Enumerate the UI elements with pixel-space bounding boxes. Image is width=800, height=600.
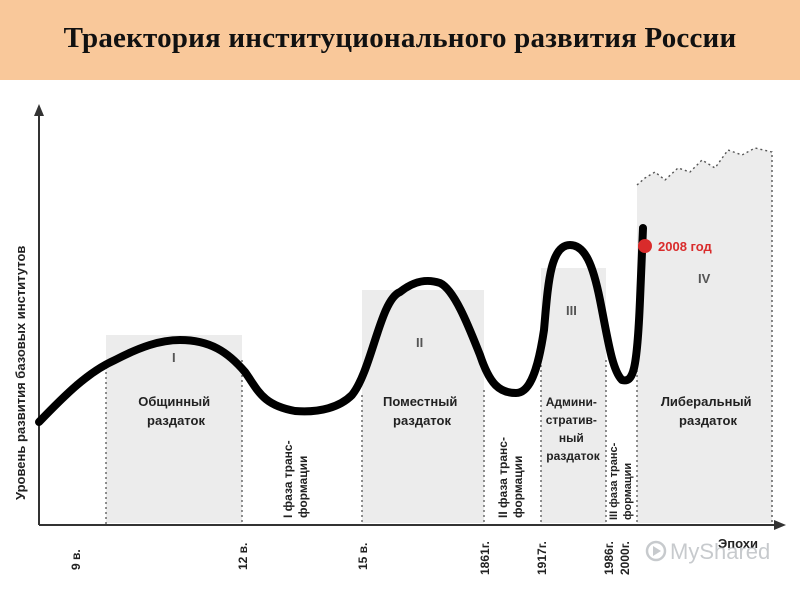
phase-label-3-text: III фаза транс- формации [608,440,634,520]
phase-label-2-line1: II фаза транс- [496,437,510,518]
roman-iv: IV [698,271,711,286]
roman-iii: III [566,303,577,318]
era-label-liberal: Либеральный раздаток [661,394,755,428]
era-label-admin-line4: раздаток [546,449,600,463]
tick-1986: 1986г. [602,541,616,575]
tick-15: 15 в. [356,543,370,570]
marker-2008-label: 2008 год [658,239,713,254]
era-label-obshchinny-line2: раздаток [147,413,205,428]
page-title: Траектория институционального развития Р… [63,22,737,54]
phase-label-2-line2: формации [511,456,525,518]
phase-label-1-line1: I фаза транс- [281,440,295,518]
era-label-pomestny: Поместный раздаток [383,394,461,428]
era-area-liberal [637,148,772,523]
era-label-pomestny-line2: раздаток [393,413,451,428]
era-label-obshchinny-line1: Общинный [138,394,210,409]
era-label-pomestny-line1: Поместный [383,394,457,409]
x-axis-label: Эпохи [718,536,758,551]
era-label-admin: Админи- стратив- ный раздаток [546,395,601,463]
era-label-admin-line2: стратив- [546,413,597,427]
tick-9: 9 в. [69,549,83,570]
y-axis-arrow [34,104,44,116]
phase-label-1-line2: формации [296,456,310,518]
era-label-obshchinny: Общинный раздаток [138,394,214,428]
watermark-play-icon [653,546,661,556]
era-area-obshchinny [106,335,242,523]
phase-label-3-line2: формации [622,463,634,520]
era-label-liberal-line1: Либеральный [661,394,752,409]
era-label-admin-line1: Админи- [546,395,597,409]
x-tick-labels: 9 в. 12 в. 15 в. 1861г. 1917г. 1986г. 20… [69,541,632,575]
roman-i: I [172,350,176,365]
tick-12: 12 в. [236,543,250,570]
era-area-admin [541,268,606,523]
era-label-liberal-line2: раздаток [679,413,737,428]
x-axis-arrow [774,520,786,530]
roman-ii: II [416,335,423,350]
title-bar: Траектория институционального развития Р… [0,0,800,80]
phase-label-1-text: I фаза транс- формации [281,437,310,518]
tick-1861: 1861г. [478,541,492,575]
y-axis-label: Уровень развития базовых институтов [13,246,28,500]
marker-2008 [638,239,652,253]
trajectory-diagram: 2008 год I II III IV Общинный раздаток П… [13,104,786,575]
phase-label-2-text: II фаза транс- формации [496,434,525,518]
watermark: MyShared [645,539,770,564]
tick-1917: 1917г. [535,541,549,575]
development-curve [35,224,647,426]
phase-label-2: II фаза транс- формации [496,434,525,518]
era-label-admin-line3: ный [559,431,584,445]
phase-label-3-line1: III фаза транс- [608,442,620,520]
era-boundaries [105,330,638,525]
watermark-text: MyShared [670,539,770,564]
tick-2000: 2000г. [618,541,632,575]
phase-label-3: III фаза транс- формации [608,440,634,520]
phase-label-1: I фаза транс- формации [281,437,310,518]
watermark-logo-icon [645,540,667,562]
